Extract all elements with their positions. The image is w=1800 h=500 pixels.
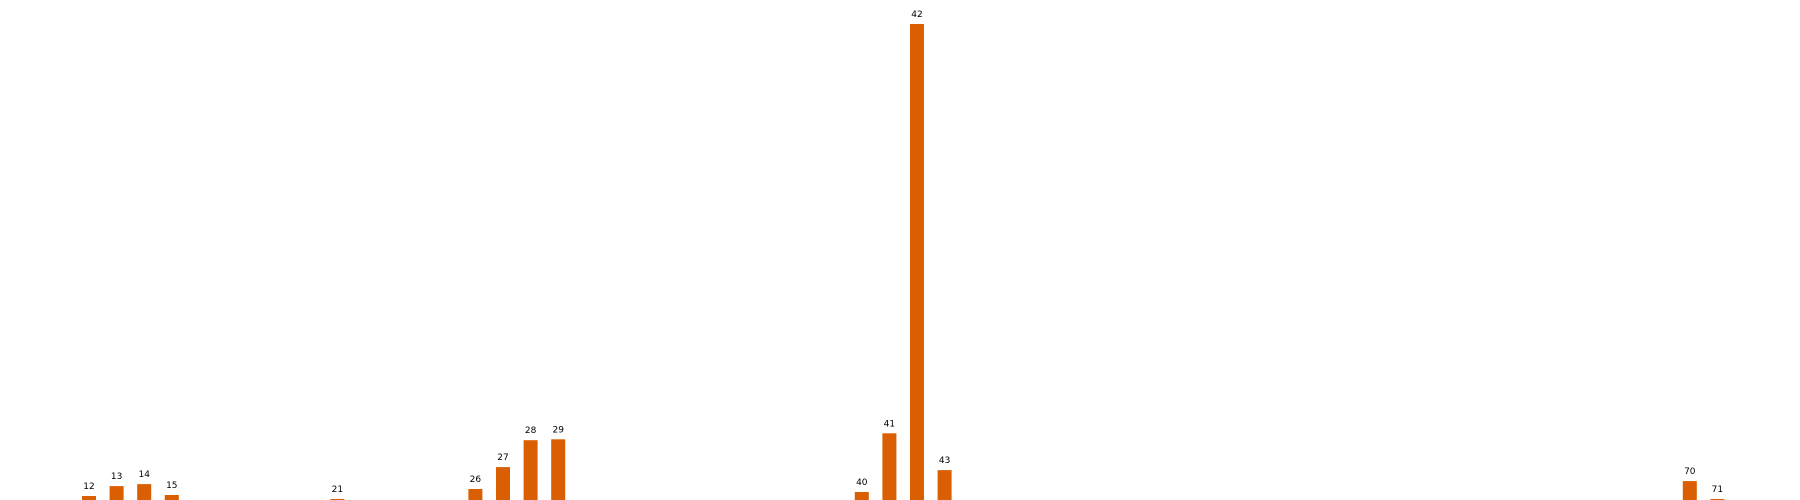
bar-12: [82, 496, 96, 500]
bar-label-43: 43: [939, 456, 950, 466]
bar-15: [164, 495, 179, 500]
bar-label-15: 15: [166, 481, 177, 491]
bar-label-26: 26: [470, 475, 482, 485]
bar-29: [551, 439, 566, 500]
bar-42: [910, 24, 924, 500]
bar-27: [496, 467, 510, 500]
bars-layer: [82, 24, 1725, 500]
bar-14: [137, 484, 152, 500]
bar-label-71: 71: [1712, 485, 1723, 495]
bar-label-42: 42: [911, 10, 922, 20]
bar-label-70: 70: [1684, 467, 1696, 477]
bar-label-14: 14: [138, 470, 150, 480]
bar-label-40: 40: [856, 478, 868, 488]
bar-70: [1682, 481, 1697, 500]
bar-label-13: 13: [111, 472, 122, 482]
bar-13: [109, 486, 124, 500]
bar-41: [882, 433, 897, 500]
bar-28: [523, 440, 538, 500]
bar-labels-layer: 12 13 14 15 21 26 27 28 29 40 41 42 43 70 71: [83, 10, 1723, 495]
bar-label-21: 21: [332, 485, 343, 495]
bar-label-29: 29: [552, 425, 564, 435]
bar-40: [854, 492, 869, 500]
bar-43: [937, 470, 952, 500]
bar-label-41: 41: [884, 419, 895, 429]
bar-label-12: 12: [83, 482, 94, 492]
bar-label-28: 28: [525, 426, 537, 436]
bar-label-27: 27: [497, 453, 508, 463]
bar-26: [468, 489, 483, 500]
